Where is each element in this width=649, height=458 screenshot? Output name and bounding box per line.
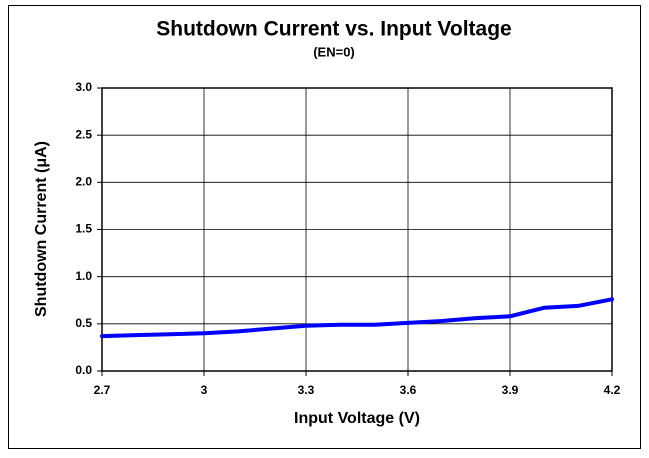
x-tick-label: 4.2 [604, 383, 621, 397]
chart-frame [8, 5, 641, 449]
y-tick-label: 1.5 [75, 222, 92, 236]
x-tick-label: 3.6 [400, 383, 417, 397]
x-tick-label: 3.9 [502, 383, 519, 397]
x-tick-label: 3 [201, 383, 208, 397]
y-axis-label: Shutdown Current (μA) [33, 141, 50, 317]
y-tick-label: 1.0 [75, 269, 92, 283]
data-line [100, 297, 614, 339]
x-axis-label: Input Voltage (V) [294, 410, 420, 427]
plot-area [101, 87, 613, 372]
x-tick-label: 3.3 [298, 383, 315, 397]
y-tick-label: 2.5 [75, 127, 92, 141]
y-tick-label: 3.0 [75, 80, 92, 94]
chart-title: Shutdown Current vs. Input Voltage [156, 18, 511, 41]
y-tick-label: 2.0 [75, 175, 92, 189]
y-tick-label: 0.5 [75, 316, 92, 330]
x-tick-label: 2.7 [94, 383, 111, 397]
y-tick-label: 0.0 [75, 363, 92, 377]
chart-subtitle: (EN=0) [313, 44, 355, 59]
